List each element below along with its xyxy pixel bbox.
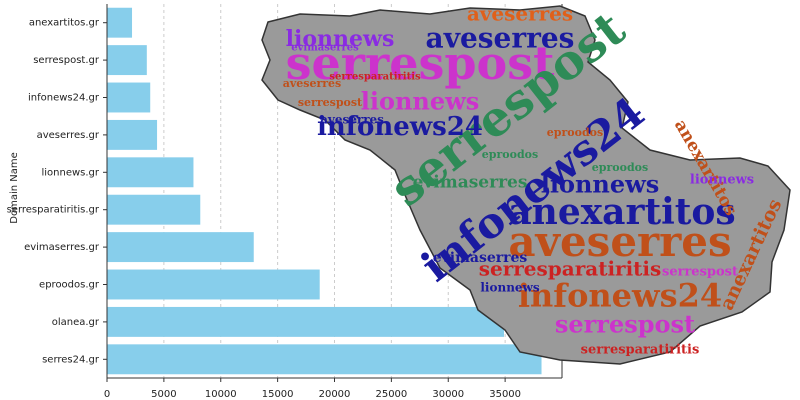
cloud-word: aveserres: [508, 217, 731, 266]
cloud-word: aveserres: [283, 77, 342, 90]
bar: [107, 306, 504, 337]
y-axis-label: Domain Name: [9, 152, 20, 223]
word-cloud: aveserresaveserreslionnewsserrespostserr…: [261, 1, 791, 365]
x-tick-label: 15000: [262, 389, 294, 400]
cloud-word: lionnews: [541, 170, 660, 199]
y-tick-label: evimaserres.gr: [24, 242, 100, 253]
cloud-word: evimaserres: [291, 43, 359, 54]
y-tick-label: olanea.gr: [52, 317, 100, 328]
cloud-word: serresparatiritis: [329, 72, 421, 83]
cloud-word: evimaserres: [413, 173, 528, 193]
cloud-word: lionnews: [361, 87, 480, 116]
y-tick-label: serres24.gr: [42, 354, 100, 365]
cloud-word: aveserres: [320, 113, 384, 127]
y-tick-label: serrespost.gr: [33, 55, 100, 66]
y-tick-label: anexartitos.gr: [29, 18, 100, 29]
cloud-word: evimaserres: [433, 250, 528, 266]
bar: [107, 157, 194, 188]
bar: [107, 82, 151, 113]
cloud-word: eproodos: [547, 126, 603, 139]
x-tick-label: 5000: [151, 389, 176, 400]
x-tick-label: 0: [104, 389, 110, 400]
cloud-word: eproodos: [482, 148, 538, 161]
cloud-word: serresparatiritis: [581, 343, 700, 358]
bar: [107, 232, 254, 263]
region-shape: [261, 5, 791, 365]
bar: [107, 45, 147, 76]
cloud-word: anexartitos: [508, 191, 735, 233]
y-tick-label: eproodos.gr: [39, 280, 100, 291]
cloud-word: lionnews: [690, 173, 754, 188]
bar: [107, 344, 542, 375]
cloud-word: aveserres: [426, 22, 575, 55]
x-tick-label: 25000: [375, 389, 407, 400]
bar: [107, 194, 201, 225]
cloud-word: lionnews: [480, 281, 540, 295]
bar: [107, 7, 133, 38]
x-tick-label: 20000: [319, 389, 351, 400]
cloud-word: infonews24: [317, 112, 483, 142]
cloud-word: serrespost: [298, 96, 363, 109]
cloud-word: aveserres: [467, 2, 573, 26]
cloud-word: lionnews: [286, 26, 395, 52]
y-tick-label: serresparatiritis.gr: [7, 205, 100, 216]
bar: [107, 269, 320, 300]
bar: [107, 119, 158, 150]
cloud-word: serresparatiritis: [479, 257, 662, 281]
y-tick-label: lionnews.gr: [41, 167, 99, 178]
x-tick-label: 30000: [432, 389, 464, 400]
cloud-word: serrespost: [286, 36, 556, 90]
cloud-word: eproodos: [592, 161, 648, 174]
x-tick-label: 10000: [205, 389, 237, 400]
cloud-word: serrespost: [555, 310, 695, 339]
y-tick-label: infonews24.gr: [28, 93, 100, 104]
cloud-word: serrespost: [662, 265, 738, 280]
x-tick-label: 35000: [489, 389, 521, 400]
y-tick-label: aveserres.gr: [37, 130, 100, 141]
cloud-word: infonews24: [518, 277, 722, 315]
